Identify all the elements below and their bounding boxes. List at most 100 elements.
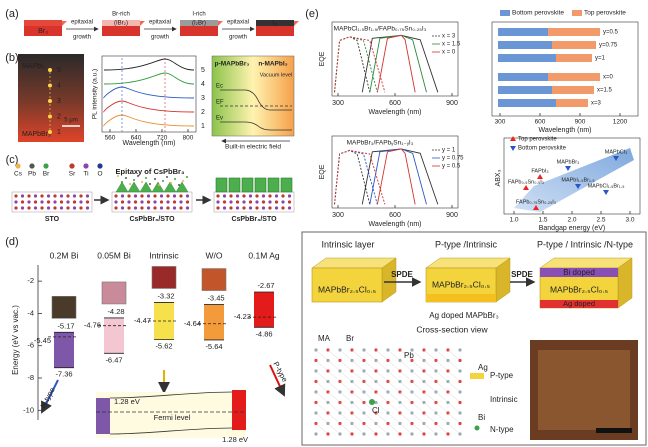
lattice [248, 194, 253, 198]
bond [411, 423, 425, 435]
bond [315, 402, 329, 414]
point [48, 130, 52, 134]
bond [315, 423, 329, 435]
lattice [185, 200, 190, 204]
lattice [20, 194, 25, 198]
label: Br-rich [112, 12, 130, 18]
lattice [248, 200, 253, 204]
bond [375, 423, 389, 435]
eqe-top [334, 149, 371, 205]
label: p-MAPbBr₃ [215, 61, 250, 68]
lattice [222, 194, 227, 198]
label: PL intensity (a.u.) [92, 69, 99, 119]
atom [458, 348, 462, 352]
label: MAPbBr₂.₅Cl₀.₅ [432, 279, 490, 289]
bond [423, 391, 437, 403]
lattice [133, 194, 138, 198]
crystal [151, 181, 165, 193]
lattice [120, 194, 125, 198]
lattice [27, 200, 31, 204]
bond [363, 360, 377, 372]
particle [125, 177, 127, 179]
lattice [222, 200, 227, 204]
layer [256, 20, 294, 26]
p-region [232, 390, 246, 430]
slab [24, 26, 62, 36]
pl-curve [103, 58, 195, 71]
bond [327, 360, 341, 372]
label: W/O [206, 250, 223, 260]
atom [386, 432, 390, 436]
lattice [46, 194, 51, 198]
lattice [85, 200, 90, 204]
label: Ti [83, 171, 88, 178]
label: 1.0 [509, 217, 518, 224]
label: epitaxial [71, 20, 93, 26]
lattice [185, 206, 190, 210]
value-label: -5.62 [155, 342, 172, 351]
label: Intrinsic [490, 395, 518, 404]
label: MAPbCl₁.₅Br₁.₅/FAPb₀.₇₅Sn₀.₂₅I₃ [334, 26, 427, 33]
lattice [229, 206, 233, 210]
eqe-top [334, 149, 386, 205]
label: -6 [27, 341, 34, 350]
bond [447, 402, 461, 414]
label: Bi [478, 413, 485, 422]
panel-label: (a) [5, 8, 18, 20]
lattice [166, 200, 170, 204]
cube-top [539, 257, 633, 269]
lattice [146, 200, 151, 204]
label: 900 [446, 212, 458, 219]
crystal [127, 181, 141, 193]
label: Cross-section view [416, 324, 488, 334]
atom [15, 163, 21, 169]
lattice [66, 200, 70, 204]
lattice [72, 200, 77, 204]
label: EQE [319, 164, 326, 179]
eqe-bottom [361, 34, 439, 93]
lattice [242, 194, 246, 198]
panel-label: (e) [305, 8, 318, 20]
particle [129, 183, 131, 185]
lattice [281, 206, 285, 210]
label: Br₃ [38, 28, 48, 35]
lattice [159, 194, 164, 198]
bond [387, 402, 401, 414]
label: Intrinsic layer [321, 239, 374, 249]
label: 3.0 [625, 217, 634, 224]
band-bar [204, 304, 224, 340]
atom [458, 369, 462, 373]
lattice [33, 206, 38, 210]
label: Bottom perovskite [518, 146, 567, 152]
lattice [159, 206, 164, 210]
bond [411, 381, 425, 393]
label: growth [151, 35, 169, 41]
doped-layer [540, 268, 618, 277]
atom [83, 163, 89, 169]
lattice [153, 206, 157, 210]
atom [474, 425, 480, 431]
atom [458, 411, 462, 415]
crystal [215, 177, 228, 193]
lattice [85, 194, 90, 198]
lattice [281, 194, 285, 198]
bond [447, 370, 461, 382]
crystal [175, 181, 189, 193]
label: Br [346, 334, 354, 343]
particle [182, 180, 184, 182]
lattice [72, 194, 77, 198]
label: y = 1 [442, 148, 456, 154]
lattice [229, 194, 233, 198]
atom [458, 390, 462, 394]
label: -4 [27, 308, 34, 317]
label: 4 [201, 81, 205, 88]
doped-layer [426, 294, 496, 302]
plot-frame [101, 55, 197, 133]
label: n-MAPbI₃ [258, 61, 287, 68]
pl-curve [103, 114, 195, 127]
lattice [140, 194, 144, 198]
value-label: -4.28 [107, 307, 124, 316]
bond [447, 360, 461, 372]
bond [363, 412, 377, 424]
label: MAPbBr₃/FAPbᵧSn₁₋ᵧI₃ [347, 140, 414, 147]
